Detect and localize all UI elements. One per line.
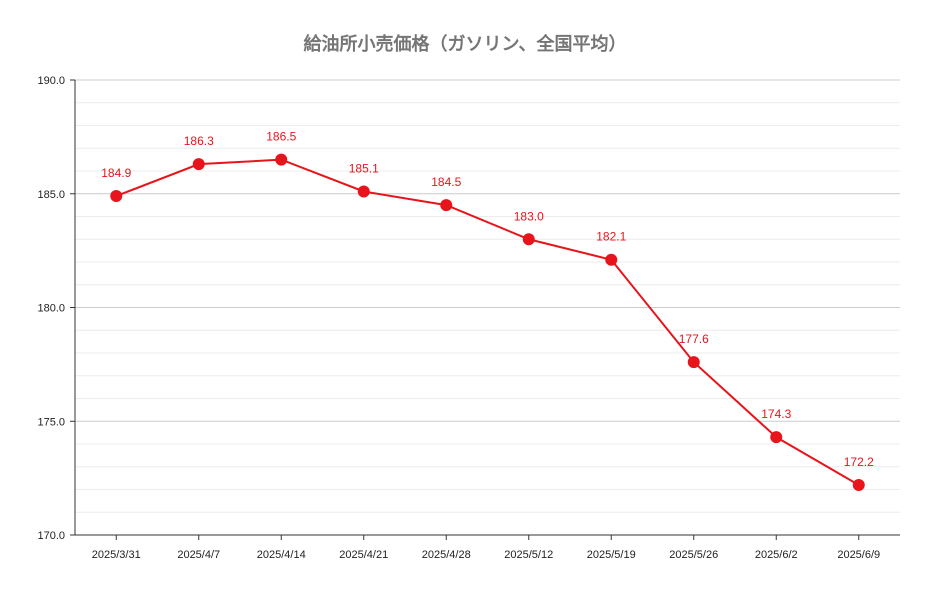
y-tick-label: 180.0 bbox=[37, 303, 65, 315]
axes: 170.0 175.0 180.0 185.0 190.0 2025/3/31 2025/4… bbox=[37, 75, 900, 561]
data-point bbox=[192, 158, 205, 171]
data-point bbox=[522, 233, 535, 246]
data-point bbox=[605, 253, 618, 266]
y-tick-label: 175.0 bbox=[37, 416, 65, 428]
x-tick-label: 2025/5/12 bbox=[504, 549, 553, 561]
data-point bbox=[110, 190, 123, 203]
x-tick-label: 2025/5/26 bbox=[669, 549, 718, 561]
y-tick-label: 190.0 bbox=[37, 75, 65, 87]
x-tick-label: 2025/6/2 bbox=[755, 549, 798, 561]
data-point bbox=[357, 185, 370, 198]
series-line bbox=[115, 158, 860, 486]
grid-lines bbox=[75, 79, 900, 513]
data-point bbox=[275, 153, 288, 166]
y-tick-label: 185.0 bbox=[37, 189, 65, 201]
x-tick-label: 2025/4/28 bbox=[422, 549, 471, 561]
data-label: 186.5 bbox=[266, 130, 296, 144]
data-label: 184.5 bbox=[431, 175, 461, 189]
chart-title: 給油所小売価格（ガソリン、全国平均） bbox=[303, 34, 627, 55]
x-tick-label: 2025/4/14 bbox=[257, 549, 306, 561]
x-tick-label: 2025/5/19 bbox=[587, 549, 636, 561]
data-label: 184.9 bbox=[101, 166, 131, 180]
data-label: 172.2 bbox=[844, 455, 874, 469]
x-tick-label: 2025/4/21 bbox=[339, 549, 388, 561]
series-price bbox=[110, 153, 865, 491]
data-label: 186.3 bbox=[184, 134, 214, 148]
data-point bbox=[687, 356, 700, 369]
data-label: 174.3 bbox=[761, 407, 791, 421]
y-tick-label: 170.0 bbox=[37, 530, 65, 542]
x-tick-label: 2025/4/7 bbox=[177, 549, 220, 561]
data-label: 182.1 bbox=[596, 230, 626, 244]
data-point bbox=[440, 199, 453, 212]
data-point bbox=[770, 431, 783, 444]
data-point bbox=[852, 478, 865, 491]
x-tick-label: 2025/3/31 bbox=[92, 549, 141, 561]
data-label: 177.6 bbox=[679, 332, 709, 346]
data-label: 183.0 bbox=[514, 209, 544, 223]
x-tick-label: 2025/6/9 bbox=[837, 549, 880, 561]
data-labels: 184.9 186.3 186.5 185.1 184.5 183.0 182.1 177.6… bbox=[101, 130, 874, 469]
data-label: 185.1 bbox=[349, 161, 379, 175]
